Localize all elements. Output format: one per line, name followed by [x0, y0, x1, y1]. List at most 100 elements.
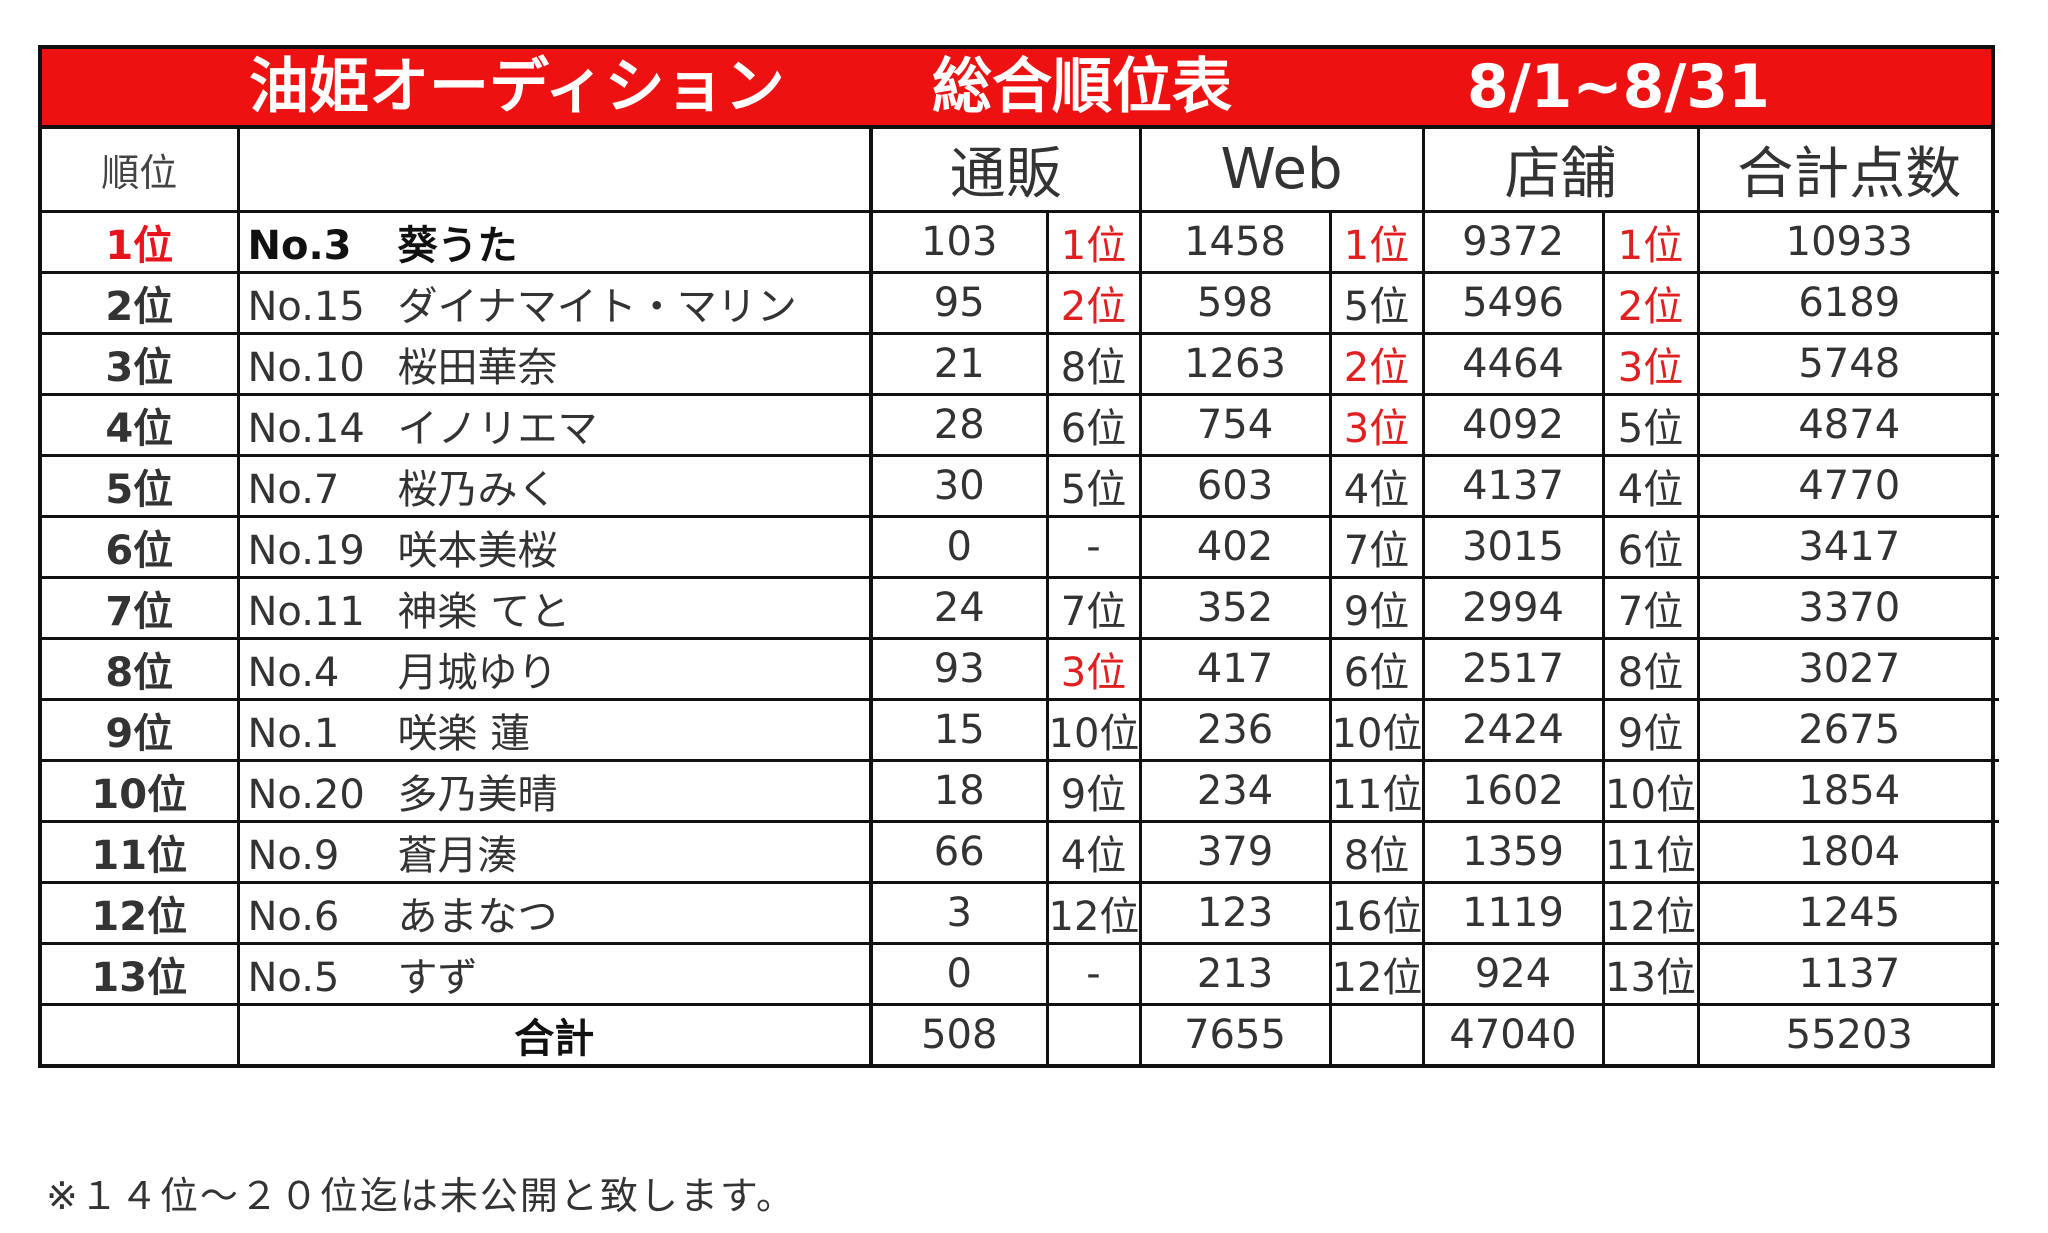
web-score: 352 [1138, 576, 1332, 640]
totals-rank-empty [42, 1003, 240, 1064]
rank-cell: 7位 [42, 576, 240, 640]
name-cell: No.4 月城ゆり [236, 637, 873, 701]
mail-order-rank: 6位 [1045, 393, 1142, 457]
table-row: 2位 No.15 ダイナマイト・マリン 95 2位 598 5位 5496 2位 6189 [42, 271, 1999, 335]
table-row: 3位 No.10 桜田華奈 21 8位 1263 2位 4464 3位 5748 [42, 332, 1999, 396]
store-rank: 5位 [1601, 393, 1700, 457]
title-main: 油姫オーディション [249, 52, 785, 122]
mail-order-rank: 12位 [1045, 881, 1142, 945]
rank-cell: 3位 [42, 332, 240, 396]
web-score: 402 [1138, 515, 1332, 579]
mail-order-score: 95 [869, 271, 1049, 335]
store-score: 1602 [1421, 759, 1605, 823]
web-score: 754 [1138, 393, 1332, 457]
store-score: 1119 [1421, 881, 1605, 945]
totals-mail: 508 [869, 1003, 1049, 1064]
total-score: 3370 [1696, 576, 1999, 640]
header-name [236, 129, 873, 213]
store-score: 1359 [1421, 820, 1605, 884]
table-row: 10位 No.20 多乃美晴 18 9位 234 11位 1602 10位 1854 [42, 759, 1999, 823]
entry-number: No.11 [247, 589, 365, 635]
web-rank: 12位 [1328, 942, 1425, 1006]
totals-store: 47040 [1421, 1003, 1605, 1064]
mail-order-rank: 5位 [1045, 454, 1142, 518]
entry-name: 咲楽 蓮 [397, 711, 531, 757]
store-rank: 11位 [1601, 820, 1700, 884]
header-store: 店舗 [1421, 129, 1700, 213]
web-score: 379 [1138, 820, 1332, 884]
web-rank: 8位 [1328, 820, 1425, 884]
store-score: 2517 [1421, 637, 1605, 701]
table-row: 1位 No.3 葵うた 103 1位 1458 1位 9372 1位 10933 [42, 210, 1999, 274]
header-total: 合計点数 [1696, 129, 1999, 213]
total-score: 1137 [1696, 942, 1999, 1006]
rank-cell: 4位 [42, 393, 240, 457]
totals-total: 55203 [1696, 1003, 1999, 1064]
mail-order-score: 21 [869, 332, 1049, 396]
entry-name: 月城ゆり [397, 650, 558, 696]
web-score: 213 [1138, 942, 1332, 1006]
mail-order-score: 103 [869, 210, 1049, 274]
entry-number: No.6 [247, 894, 340, 940]
web-rank: 7位 [1328, 515, 1425, 579]
store-rank: 6位 [1601, 515, 1700, 579]
totals-web-rank-empty [1328, 1003, 1425, 1064]
rank-cell: 5位 [42, 454, 240, 518]
total-score: 1804 [1696, 820, 1999, 884]
store-rank: 8位 [1601, 637, 1700, 701]
table-row: 5位 No.7 桜乃みく 30 5位 603 4位 4137 4位 4770 [42, 454, 1999, 518]
store-rank: 2位 [1601, 271, 1700, 335]
name-cell: No.1 咲楽 蓮 [236, 698, 873, 762]
rank-cell: 9位 [42, 698, 240, 762]
total-score: 10933 [1696, 210, 1999, 274]
name-cell: No.7 桜乃みく [236, 454, 873, 518]
name-cell: No.3 葵うた [236, 210, 873, 274]
store-rank: 1位 [1601, 210, 1700, 274]
entry-name: 葵うた [397, 223, 518, 269]
store-score: 2424 [1421, 698, 1605, 762]
entry-name: 咲本美桜 [397, 528, 558, 574]
header-web: Web [1138, 129, 1425, 213]
header-rank: 順位 [42, 129, 240, 213]
web-rank: 16位 [1328, 881, 1425, 945]
entry-number: No.15 [247, 284, 365, 330]
rank-cell: 2位 [42, 271, 240, 335]
store-rank: 10位 [1601, 759, 1700, 823]
name-cell: No.19 咲本美桜 [236, 515, 873, 579]
mail-order-rank: - [1045, 942, 1142, 1006]
mail-order-score: 0 [869, 942, 1049, 1006]
web-score: 234 [1138, 759, 1332, 823]
entry-name: 多乃美晴 [397, 772, 558, 818]
entry-name: 桜田華奈 [397, 345, 558, 391]
store-rank: 7位 [1601, 576, 1700, 640]
mail-order-rank: 9位 [1045, 759, 1142, 823]
mail-order-rank: 8位 [1045, 332, 1142, 396]
entry-name: 蒼月湊 [397, 833, 518, 879]
mail-order-score: 30 [869, 454, 1049, 518]
rank-cell: 1位 [42, 210, 240, 274]
total-score: 3417 [1696, 515, 1999, 579]
web-rank: 10位 [1328, 698, 1425, 762]
entry-number: No.7 [247, 467, 340, 513]
store-score: 5496 [1421, 271, 1605, 335]
store-rank: 13位 [1601, 942, 1700, 1006]
web-rank: 6位 [1328, 637, 1425, 701]
store-score: 2994 [1421, 576, 1605, 640]
total-score: 2675 [1696, 698, 1999, 762]
mail-order-rank: 3位 [1045, 637, 1142, 701]
total-score: 3027 [1696, 637, 1999, 701]
store-rank: 4位 [1601, 454, 1700, 518]
table-row: 9位 No.1 咲楽 蓮 15 10位 236 10位 2424 9位 2675 [42, 698, 1999, 762]
rank-cell: 13位 [42, 942, 240, 1006]
title-period: 8/1~8/31 [1467, 52, 1770, 122]
table-row: 12位 No.6 あまなつ 3 12位 123 16位 1119 12位 1245 [42, 881, 1999, 945]
name-cell: No.9 蒼月湊 [236, 820, 873, 884]
name-cell: No.6 あまなつ [236, 881, 873, 945]
mail-order-rank: 7位 [1045, 576, 1142, 640]
name-cell: No.20 多乃美晴 [236, 759, 873, 823]
mail-order-rank: - [1045, 515, 1142, 579]
footnote: ※１４位～２０位迄は未公開と致します。 [46, 1174, 797, 1218]
table-row: 11位 No.9 蒼月湊 66 4位 379 8位 1359 11位 1804 [42, 820, 1999, 884]
web-score: 417 [1138, 637, 1332, 701]
rank-cell: 11位 [42, 820, 240, 884]
